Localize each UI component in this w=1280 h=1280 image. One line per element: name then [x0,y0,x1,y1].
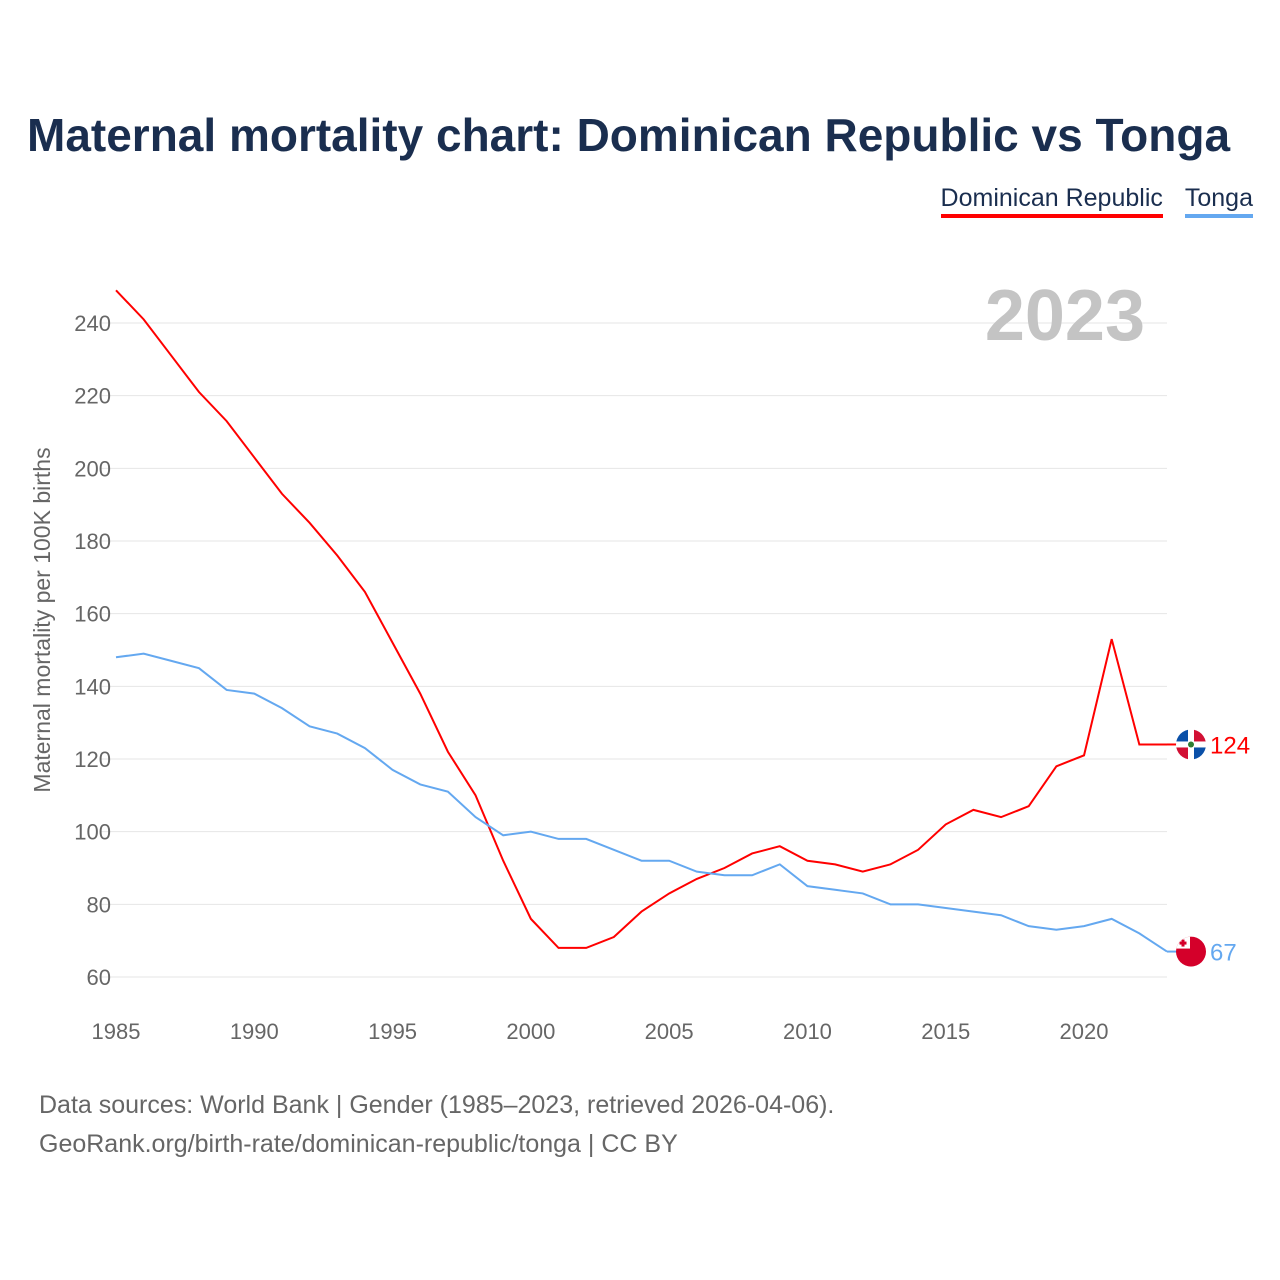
legend: Dominican Republic Tonga [940,184,1253,218]
x-tick-label: 2015 [921,1019,970,1044]
footer: Data sources: World Bank | Gender (1985–… [39,1086,834,1164]
y-tick-label: 240 [74,311,111,336]
y-tick-label: 60 [87,965,111,990]
x-tick-label: 1985 [92,1019,141,1044]
y-tick-label: 80 [87,892,111,917]
y-axis-label: Maternal mortality per 100K births [29,447,55,792]
x-tick-label: 2010 [783,1019,832,1044]
dominican-republic-flag-icon [1176,729,1206,760]
x-tick-label: 2005 [645,1019,694,1044]
x-tick-label: 2000 [506,1019,555,1044]
y-tick-label: 160 [74,602,111,627]
y-tick-label: 140 [74,674,111,699]
x-tick-label: 1990 [230,1019,279,1044]
y-tick-label: 100 [74,820,111,845]
data-source-text: Data sources: World Bank | Gender (1985–… [39,1091,835,1119]
legend-item-dominican-republic[interactable]: Dominican Republic [940,184,1163,218]
x-tick-label: 2020 [1060,1019,1109,1044]
chart-title: Maternal mortality chart: Dominican Repu… [27,109,1231,161]
x-tick-label: 1995 [368,1019,417,1044]
series-line-tonga [115,652,1168,953]
y-tick-label: 120 [74,747,111,772]
series-line-dominican-republic [115,289,1167,949]
y-tick-label: 180 [74,529,111,554]
source-link[interactable]: GeoRank.org/birth-rate/dominican-republi… [39,1130,678,1158]
legend-item-tonga[interactable]: Tonga [1184,184,1253,218]
year-watermark: 2023 [985,276,1145,356]
y-tick-label: 220 [74,384,111,409]
tonga-flag-icon [1176,936,1206,967]
y-tick-label: 200 [74,456,111,481]
end-value-label: 67 [1210,940,1237,967]
end-value-label: 124 [1210,732,1250,759]
